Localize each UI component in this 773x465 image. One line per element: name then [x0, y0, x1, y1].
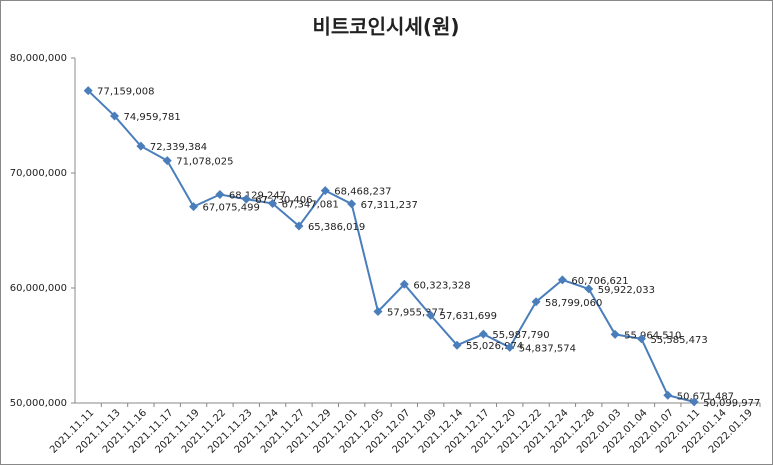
marker	[110, 111, 120, 121]
data-label: 55,585,473	[650, 335, 707, 346]
data-label: 67,311,237	[361, 200, 418, 211]
marker	[241, 194, 251, 204]
line	[87, 89, 695, 403]
data-label: 60,323,328	[413, 280, 470, 291]
data-label: 74,959,781	[124, 112, 181, 123]
data-label: 50,099,977	[703, 398, 760, 409]
data-label: 60,706,621	[571, 276, 628, 287]
data-label: 59,922,033	[598, 285, 655, 296]
y-tick-label: 60,000,000	[10, 283, 67, 294]
data-label: 67,075,499	[203, 203, 260, 214]
data-label: 67,730,406	[255, 195, 312, 206]
marker	[426, 310, 436, 320]
marker	[347, 199, 357, 209]
data-label: 68,468,237	[334, 187, 391, 198]
data-label: 50,671,487	[677, 391, 734, 402]
marker	[215, 190, 225, 200]
data-label: 55,987,790	[492, 330, 549, 341]
marker	[373, 307, 383, 317]
marker	[636, 334, 646, 344]
data-label: 71,078,025	[176, 157, 233, 168]
marker	[531, 297, 541, 307]
data-label: 57,955,377	[387, 308, 444, 319]
marker	[83, 86, 93, 96]
data-label: 67,347,081	[282, 200, 339, 211]
marker	[557, 275, 567, 285]
data-label: 58,799,060	[545, 298, 602, 309]
marker	[268, 199, 278, 209]
y-tick-label: 70,000,000	[10, 168, 67, 179]
marker	[136, 141, 146, 151]
data-label: 72,339,384	[150, 142, 207, 153]
marker	[189, 202, 199, 212]
data-label: 65,386,019	[308, 222, 365, 233]
y-tick-label: 50,000,000	[10, 398, 67, 409]
data-label: 55,026,974	[466, 341, 523, 352]
data-label: 54,837,574	[519, 343, 576, 354]
data-label: 55,964,510	[624, 330, 681, 341]
marker	[294, 221, 304, 231]
marker	[478, 329, 488, 339]
marker	[663, 390, 673, 400]
marker	[505, 342, 515, 352]
data-label: 68,129,247	[229, 191, 286, 202]
data-label: 77,159,008	[97, 87, 154, 98]
chart-title: 비트코인시세(원)	[312, 15, 459, 39]
y-tick-label: 80,000,000	[10, 53, 67, 64]
marker	[610, 329, 620, 339]
marker	[320, 186, 330, 196]
marker	[452, 340, 462, 350]
data-label: 57,631,699	[440, 311, 497, 322]
marker	[162, 156, 172, 166]
marker	[689, 397, 699, 407]
marker	[399, 279, 409, 289]
marker	[584, 284, 594, 294]
